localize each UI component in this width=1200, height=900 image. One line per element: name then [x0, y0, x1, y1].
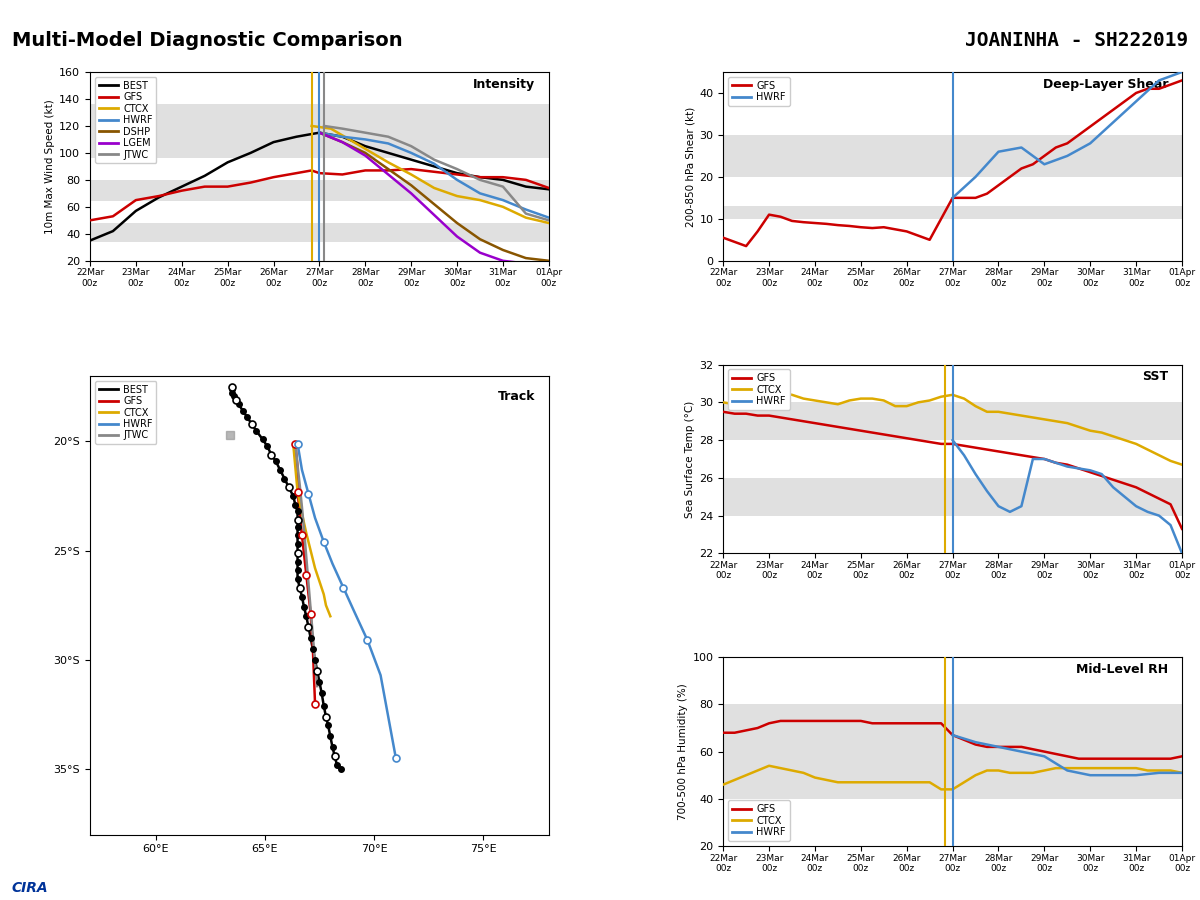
Legend: BEST, GFS, CTCX, HWRF, DSHP, LGEM, JTWC: BEST, GFS, CTCX, HWRF, DSHP, LGEM, JTWC: [95, 76, 156, 164]
Bar: [90, 104, 548, 158]
Bar: [724, 478, 1182, 516]
Y-axis label: 10m Max Wind Speed (kt): 10m Max Wind Speed (kt): [44, 99, 55, 234]
Text: Mid-Level RH: Mid-Level RH: [1076, 663, 1169, 676]
Legend: GFS, CTCX, HWRF: GFS, CTCX, HWRF: [728, 800, 790, 842]
Bar: [90, 180, 548, 202]
Legend: BEST, GFS, CTCX, HWRF, JTWC: BEST, GFS, CTCX, HWRF, JTWC: [95, 381, 156, 445]
Bar: [724, 402, 1182, 440]
Text: Multi-Model Diagnostic Comparison: Multi-Model Diagnostic Comparison: [12, 32, 403, 50]
Bar: [724, 135, 1182, 177]
Bar: [724, 752, 1182, 799]
Text: Intensity: Intensity: [473, 77, 535, 91]
Text: SST: SST: [1142, 370, 1169, 383]
Bar: [724, 705, 1182, 752]
Bar: [724, 206, 1182, 219]
Y-axis label: 200-850 hPa Shear (kt): 200-850 hPa Shear (kt): [685, 106, 695, 227]
Text: Deep-Layer Shear: Deep-Layer Shear: [1043, 77, 1169, 91]
Y-axis label: Sea Surface Temp (°C): Sea Surface Temp (°C): [685, 400, 695, 518]
Text: JOANINHA - SH222019: JOANINHA - SH222019: [965, 32, 1188, 50]
Legend: GFS, HWRF: GFS, HWRF: [728, 76, 790, 106]
Text: Track: Track: [498, 390, 535, 402]
Y-axis label: 700-500 hPa Humidity (%): 700-500 hPa Humidity (%): [678, 683, 689, 820]
Bar: [90, 223, 548, 242]
Legend: GFS, CTCX, HWRF: GFS, CTCX, HWRF: [728, 370, 790, 410]
Text: CIRA: CIRA: [12, 881, 49, 896]
